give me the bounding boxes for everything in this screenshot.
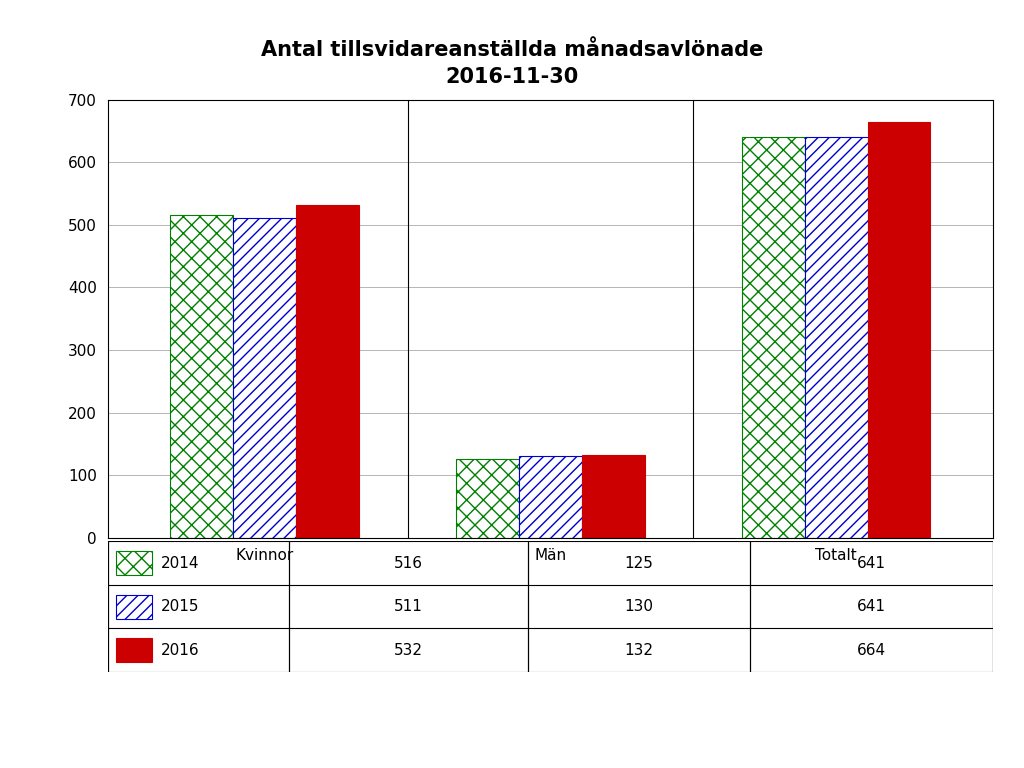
Text: 641: 641 — [857, 599, 886, 614]
Text: KARLSKRONA
KOMMUN: KARLSKRONA KOMMUN — [874, 713, 958, 735]
Bar — [741, 137, 805, 538]
Bar — [456, 459, 519, 538]
Bar — [117, 638, 152, 662]
Bar — [233, 218, 296, 538]
Text: 132: 132 — [625, 643, 653, 657]
Bar — [296, 205, 359, 538]
Text: 130: 130 — [625, 599, 653, 614]
Bar — [170, 215, 233, 538]
Text: ♛: ♛ — [877, 710, 895, 729]
Bar — [117, 551, 152, 575]
Text: 532: 532 — [394, 643, 423, 657]
Text: 125: 125 — [625, 556, 653, 571]
Text: 516: 516 — [394, 556, 423, 571]
Bar — [867, 122, 931, 538]
Text: Antal tillsvidareanställda månadsavlönade: Antal tillsvidareanställda månadsavlönad… — [261, 40, 763, 60]
Bar — [805, 137, 867, 538]
Text: 2016-11-30: 2016-11-30 — [445, 67, 579, 87]
Text: 664: 664 — [857, 643, 886, 657]
Text: 641: 641 — [857, 556, 886, 571]
Text: 511: 511 — [394, 599, 423, 614]
Text: 2014: 2014 — [161, 556, 199, 571]
Bar — [117, 594, 152, 619]
Bar — [519, 456, 582, 538]
Text: 2016: 2016 — [161, 643, 200, 657]
Bar — [582, 455, 645, 538]
Text: 2015: 2015 — [161, 599, 199, 614]
